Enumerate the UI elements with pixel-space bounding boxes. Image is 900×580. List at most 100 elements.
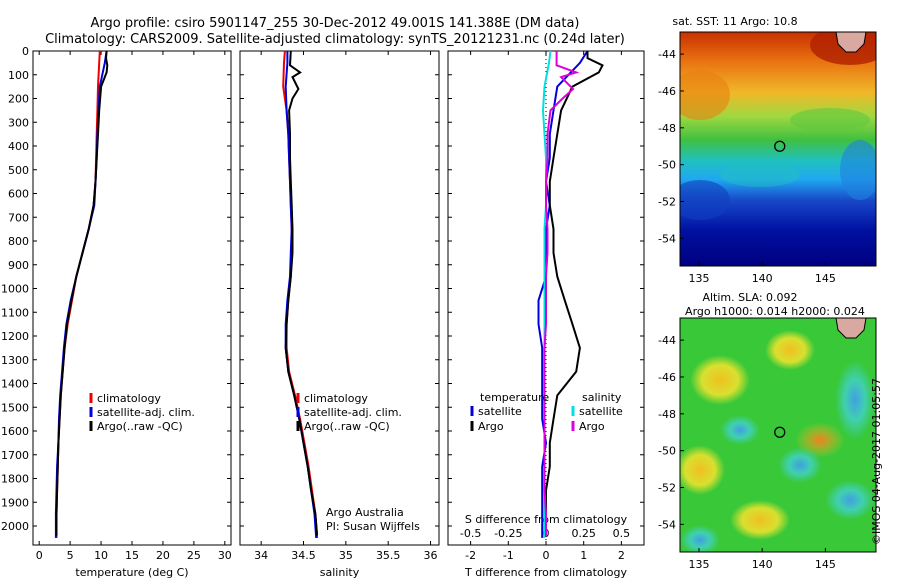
depth-tick-label: 0 <box>22 45 29 58</box>
sal-legend-label: climatology <box>304 392 368 405</box>
sal-plot-area <box>239 50 440 546</box>
diff-legend-label: satellite <box>478 405 522 418</box>
sla-map-subtitle: Argo h1000: 0.014 h2000: 0.024 <box>685 305 865 318</box>
depth-tick-label: 1300 <box>1 354 29 367</box>
sdiff-tick-label: -0.5 <box>460 527 481 540</box>
map-xtick-label: 140 <box>752 272 773 285</box>
depth-tick-label: 1400 <box>1 378 29 391</box>
sal-xtick-label: 36 <box>424 549 438 562</box>
map-xtick-label: 145 <box>815 558 836 571</box>
depth-tick-label: 1000 <box>1 283 29 296</box>
map-ytick-label: -52 <box>658 196 676 209</box>
temp-xtick-label: 5 <box>67 549 74 562</box>
diff-xlabel: T difference from climatology <box>464 566 627 579</box>
sst-float-marker <box>774 140 786 152</box>
depth-tick-label: 1800 <box>1 473 29 486</box>
sal-legend-label: Argo(..raw -QC) <box>304 420 390 433</box>
temp-xtick-label: 20 <box>156 549 170 562</box>
depth-tick-label: 500 <box>8 164 29 177</box>
map-xtick-label: 140 <box>752 558 773 571</box>
temp-plot-area <box>32 50 232 546</box>
map-ytick-label: -46 <box>658 371 676 384</box>
sla-map: Altim. SLA: 0.092 Argo h1000: 0.014 h200… <box>658 291 877 571</box>
sal-xtick-label: 34 <box>254 549 268 562</box>
diff-series-argo-temperature <box>545 51 604 536</box>
sal-xlabel: salinity <box>320 566 360 579</box>
depth-tick-label: 1600 <box>1 425 29 438</box>
figure-subtitle: Climatology: CARS2009. Satellite-adjuste… <box>45 32 625 47</box>
sst-map-land <box>835 32 867 53</box>
diff-legend-label: Argo <box>478 420 504 433</box>
depth-tick-label: 900 <box>8 259 29 272</box>
map-ytick-label: -50 <box>658 159 676 172</box>
diff-legend-label: Argo <box>579 420 605 433</box>
sst-map: sat. SST: 11 Argo: 10.8 135 140 145 -44 -46 -… <box>658 15 877 285</box>
map-ytick-label: -44 <box>658 48 676 61</box>
sal-xtick-label: 35.5 <box>376 549 401 562</box>
temp-xtick-label: 10 <box>94 549 108 562</box>
temp-xtick-label: 30 <box>218 549 232 562</box>
map-ytick-label: -48 <box>658 408 676 421</box>
temperature-panel: 0 5 10 15 20 25 300100200300400500600700800900… <box>1 45 232 579</box>
legend-title-temperature: temperature <box>480 391 549 404</box>
sla-map-title: Altim. SLA: 0.092 <box>702 291 797 304</box>
depth-tick-label: 600 <box>8 188 29 201</box>
depth-tick-label: 1100 <box>1 306 29 319</box>
temp-xtick-label: 15 <box>125 549 139 562</box>
temp-legend-label: climatology <box>97 392 161 405</box>
map-ytick-label: -48 <box>658 122 676 135</box>
sst-map-title: sat. SST: 11 Argo: 10.8 <box>672 15 797 28</box>
sal-xtick-label: 34.5 <box>291 549 316 562</box>
diff-legend-label: satellite <box>579 405 623 418</box>
temp-xtick-label: 25 <box>187 549 201 562</box>
temp-legend-label: satellite-adj. clim. <box>97 406 195 419</box>
map-ytick-label: -44 <box>658 334 676 347</box>
depth-tick-label: 100 <box>8 69 29 82</box>
sla-map-land <box>835 318 867 339</box>
depth-tick-label: 400 <box>8 140 29 153</box>
sdiff-tick-label: -0.25 <box>494 527 522 540</box>
sal-legend-label: satellite-adj. clim. <box>304 406 402 419</box>
depth-tick-label: 300 <box>8 116 29 129</box>
depth-tick-label: 200 <box>8 93 29 106</box>
diff-xtick-label: -1 <box>503 549 514 562</box>
depth-tick-label: 1700 <box>1 449 29 462</box>
figure-title: Argo profile: csiro 5901147_255 30-Dec-2… <box>91 16 580 31</box>
map-xtick-label: 145 <box>815 272 836 285</box>
map-ytick-label: -52 <box>658 482 676 495</box>
depth-tick-label: 800 <box>8 235 29 248</box>
temp-legend-label: Argo(..raw -QC) <box>97 420 183 433</box>
map-ytick-label: -54 <box>658 518 676 531</box>
diff-xtick-label: 2 <box>618 549 625 562</box>
depth-tick-label: 700 <box>8 211 29 224</box>
credit-annotation: PI: Susan Wijffels <box>326 520 420 533</box>
diff-xtick-label: 0 <box>543 549 550 562</box>
sdiff-tick-label: 0.5 <box>613 527 631 540</box>
sla-float-marker <box>774 426 786 438</box>
difference-panel: -2 -1 0 1 2 T difference from climatology -0.5… <box>447 50 645 579</box>
map-xtick-label: 135 <box>688 272 709 285</box>
depth-tick-label: 1500 <box>1 401 29 414</box>
map-xtick-label: 135 <box>688 558 709 571</box>
salinity-panel: 34 34.5 35 35.5 36 salinity climatologysatelli… <box>239 50 440 579</box>
credit-annotation: Argo Australia <box>326 506 404 519</box>
diff-series-argo-salinity <box>543 51 580 536</box>
sst-map-field <box>680 32 876 266</box>
depth-tick-label: 1900 <box>1 496 29 509</box>
temp-series-argo-raw-qc- <box>55 50 109 536</box>
imos-stamp: ©IMOS 04-Aug-2017 01:05:57 <box>870 378 883 545</box>
map-ytick-label: -46 <box>658 85 676 98</box>
temp-xlabel: temperature (deg C) <box>75 566 188 579</box>
depth-tick-label: 1200 <box>1 330 29 343</box>
map-ytick-label: -54 <box>658 232 676 245</box>
sal-series-argo-raw-qc- <box>284 50 319 536</box>
sal-xtick-label: 35 <box>339 549 353 562</box>
sdiff-tick-label: 0.25 <box>571 527 596 540</box>
legend-title-salinity: salinity <box>582 391 622 404</box>
temp-xtick-label: 0 <box>36 549 43 562</box>
depth-tick-label: 2000 <box>1 520 29 533</box>
diff-xtick-label: 1 <box>580 549 587 562</box>
map-ytick-label: -50 <box>658 445 676 458</box>
diff-xtick-label: -2 <box>465 549 476 562</box>
